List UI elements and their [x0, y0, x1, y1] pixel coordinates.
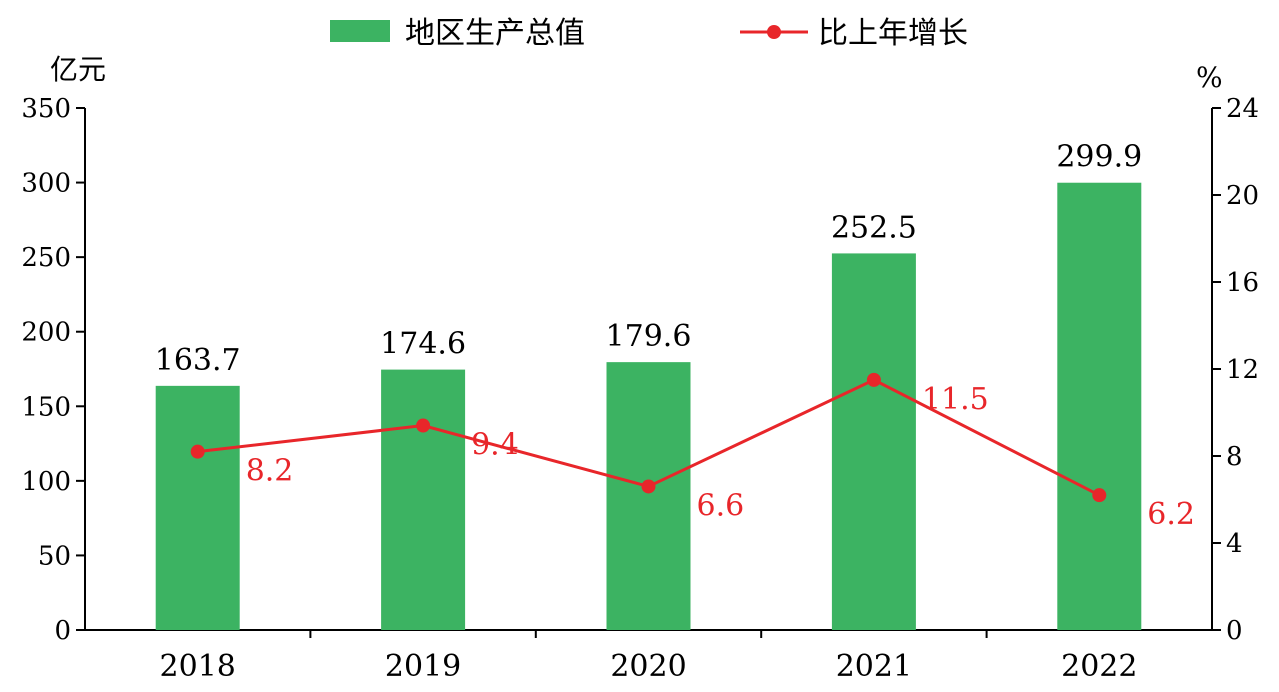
left-axis-ticks: 0 50 100 150 200 250 300 350 — [21, 94, 85, 646]
left-tick-label: 50 — [38, 541, 71, 571]
growth-value-label: 6.6 — [697, 488, 745, 523]
legend-label-growth: 比上年增长 — [818, 16, 968, 51]
bar-value-label: 299.9 — [1056, 140, 1142, 175]
growth-point — [1092, 488, 1107, 503]
x-tick-label: 2020 — [610, 649, 686, 684]
x-tick-label: 2019 — [385, 649, 461, 684]
growth-value-label: 8.2 — [246, 454, 294, 489]
bar — [606, 362, 691, 630]
right-axis-ticks: 0 4 8 12 16 20 24 — [1212, 94, 1259, 646]
growth-point — [641, 479, 656, 494]
right-tick-label: 20 — [1226, 181, 1259, 211]
bar-series — [155, 182, 1142, 630]
x-tick-label: 2021 — [836, 649, 912, 684]
growth-value-label: 11.5 — [922, 382, 989, 417]
left-tick-label: 350 — [21, 94, 71, 124]
left-tick-label: 150 — [21, 392, 71, 422]
right-tick-label: 4 — [1226, 529, 1243, 559]
right-tick-label: 0 — [1226, 616, 1243, 646]
line-series — [190, 372, 1107, 503]
x-tick-label: 2018 — [160, 649, 236, 684]
right-tick-label: 8 — [1226, 442, 1243, 472]
bar-value-label: 179.6 — [606, 319, 692, 354]
x-tick-label: 2022 — [1061, 649, 1137, 684]
growth-point — [866, 372, 881, 387]
left-tick-label: 200 — [21, 318, 71, 348]
bar-labels: 163.7 174.6 179.6 252.5 299.9 — [155, 140, 1142, 378]
left-tick-label: 250 — [21, 243, 71, 273]
legend: 地区生产总值 比上年增长 — [330, 16, 968, 51]
growth-value-label: 6.2 — [1147, 497, 1195, 532]
growth-point — [416, 418, 431, 433]
left-tick-label: 300 — [21, 169, 71, 199]
left-tick-label: 100 — [21, 467, 71, 497]
legend-label-gdp: 地区生产总值 — [405, 16, 585, 51]
bar — [831, 253, 916, 630]
growth-point — [190, 444, 205, 459]
right-tick-label: 16 — [1226, 268, 1259, 298]
bar — [1057, 182, 1142, 630]
legend-marker-growth — [767, 25, 781, 39]
bar — [381, 369, 466, 630]
right-tick-label: 12 — [1226, 355, 1259, 385]
bar-value-label: 252.5 — [831, 210, 917, 245]
legend-swatch-gdp — [330, 20, 390, 42]
right-axis-unit: % — [1196, 61, 1223, 94]
left-axis-unit: 亿元 — [50, 53, 106, 86]
left-tick-label: 0 — [54, 616, 71, 646]
right-tick-label: 24 — [1226, 94, 1259, 124]
bar-value-label: 174.6 — [380, 327, 466, 362]
line-labels: 8.2 9.4 6.6 11.5 6.2 — [246, 382, 1195, 532]
growth-value-label: 9.4 — [471, 428, 519, 463]
x-axis-labels: 2018 2019 2020 2021 2022 — [160, 630, 1137, 684]
bar — [155, 385, 240, 630]
bar-value-label: 163.7 — [155, 343, 241, 378]
